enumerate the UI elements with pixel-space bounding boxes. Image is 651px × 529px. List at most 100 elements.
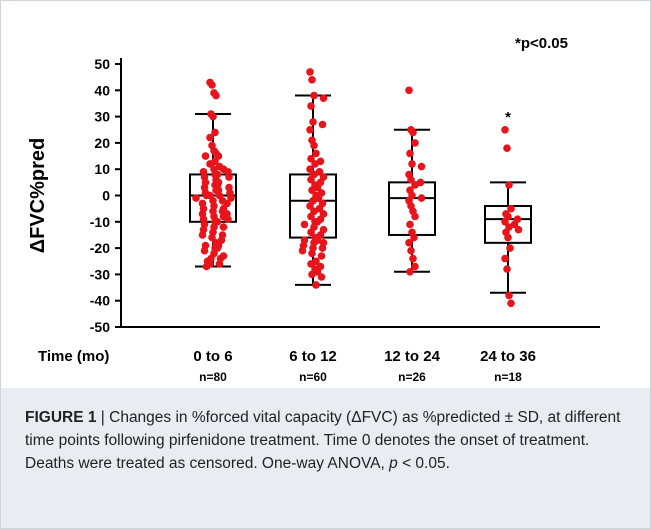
y-tick-label: 0 — [102, 188, 110, 204]
box — [484, 205, 532, 244]
x-n-label: n=80 — [199, 370, 227, 384]
y-tick-label: -40 — [90, 293, 110, 309]
data-point — [310, 91, 318, 100]
data-point — [411, 181, 419, 189]
data-point — [318, 244, 327, 252]
data-point — [307, 102, 315, 110]
data-point — [307, 154, 315, 163]
data-point — [219, 223, 228, 231]
x-category-label: 24 to 36 — [480, 348, 536, 365]
data-point — [201, 152, 210, 160]
data-point — [411, 262, 419, 271]
data-point — [407, 246, 415, 255]
data-point — [227, 194, 235, 202]
data-point — [308, 249, 316, 258]
significance-note: *p<0.05 — [515, 35, 568, 52]
data-point — [501, 126, 509, 134]
y-tick-label: 20 — [94, 135, 110, 151]
data-point — [215, 260, 224, 268]
data-point — [409, 254, 417, 263]
caption-text-end: < 0.05. — [397, 455, 450, 472]
data-point — [405, 239, 413, 247]
data-point — [300, 220, 309, 229]
x-n-label: n=18 — [494, 370, 522, 384]
data-point — [308, 270, 316, 279]
y-tick-label: -10 — [90, 214, 110, 230]
x-n-label: n=60 — [299, 370, 327, 384]
data-point — [317, 252, 326, 260]
data-point — [198, 231, 207, 239]
data-point — [406, 220, 414, 229]
x-category-label: 0 to 6 — [193, 348, 232, 365]
y-tick-label: -30 — [90, 266, 110, 282]
data-point — [206, 133, 214, 142]
data-point — [507, 204, 515, 213]
data-point — [417, 162, 426, 171]
data-point — [417, 194, 426, 202]
data-point — [200, 246, 209, 255]
data-point — [298, 246, 307, 255]
data-point — [317, 273, 326, 281]
data-point — [306, 68, 314, 76]
box-plot: 50 40 30 20 10 0 -10 -20 -30 -40 -50 ΔFVC%pred Time … — [27, 35, 600, 384]
data-point — [212, 91, 220, 100]
significance-asterisk: * — [505, 109, 511, 126]
data-point — [318, 120, 327, 129]
data-point — [501, 218, 509, 226]
data-point — [410, 233, 418, 242]
data-point — [312, 281, 320, 289]
data-point — [411, 212, 419, 221]
data-point — [307, 228, 315, 237]
data-point — [406, 268, 414, 276]
data-point — [306, 202, 314, 210]
data-point — [505, 181, 513, 189]
data-point — [202, 191, 211, 200]
caption-panel: FIGURE 1 | Changes in %forced vital capa… — [1, 388, 650, 528]
data-point — [310, 141, 318, 150]
x-category-label: 6 to 12 — [289, 348, 337, 365]
data-point — [503, 265, 511, 273]
figure-caption: FIGURE 1 | Changes in %forced vital capa… — [25, 406, 625, 475]
caption-figure-label: FIGURE 1 — [25, 409, 97, 426]
data-point — [507, 299, 515, 308]
x-category-label: 12 to 24 — [384, 348, 441, 365]
data-point — [225, 173, 233, 181]
data-point — [307, 212, 315, 221]
data-point — [411, 139, 419, 147]
data-point — [306, 165, 314, 173]
data-point — [308, 186, 316, 194]
y-tick-label: 50 — [94, 56, 110, 72]
data-point — [208, 233, 216, 242]
data-point — [311, 160, 319, 168]
y-tick-label: -20 — [90, 240, 110, 256]
data-point — [202, 262, 211, 271]
data-point — [306, 126, 314, 134]
data-point — [503, 144, 511, 152]
caption-separator: | — [96, 409, 110, 426]
data-point — [514, 225, 523, 234]
x-n-label: n=26 — [398, 370, 426, 384]
data-point — [409, 128, 417, 137]
y-tick-label: 40 — [94, 82, 110, 98]
caption-text: Changes in %forced vital capacity (ΔFVC)… — [25, 409, 621, 472]
y-tick-label: 30 — [94, 109, 110, 125]
x-axis-title: Time (mo) — [38, 348, 109, 365]
data-point — [209, 112, 217, 121]
data-point — [307, 175, 315, 184]
data-point — [505, 291, 513, 300]
data-point — [307, 260, 315, 268]
data-point — [192, 194, 200, 202]
data-point — [312, 149, 320, 158]
data-point — [319, 94, 328, 102]
data-point — [408, 160, 416, 168]
data-point — [504, 233, 512, 242]
caption-p-symbol: p — [389, 455, 398, 472]
data-point — [506, 244, 514, 252]
data-point — [224, 215, 232, 223]
y-tick-label: -50 — [90, 319, 110, 335]
data-point — [406, 149, 414, 158]
data-point — [501, 254, 509, 263]
data-point — [211, 128, 219, 137]
data-point — [407, 175, 415, 184]
